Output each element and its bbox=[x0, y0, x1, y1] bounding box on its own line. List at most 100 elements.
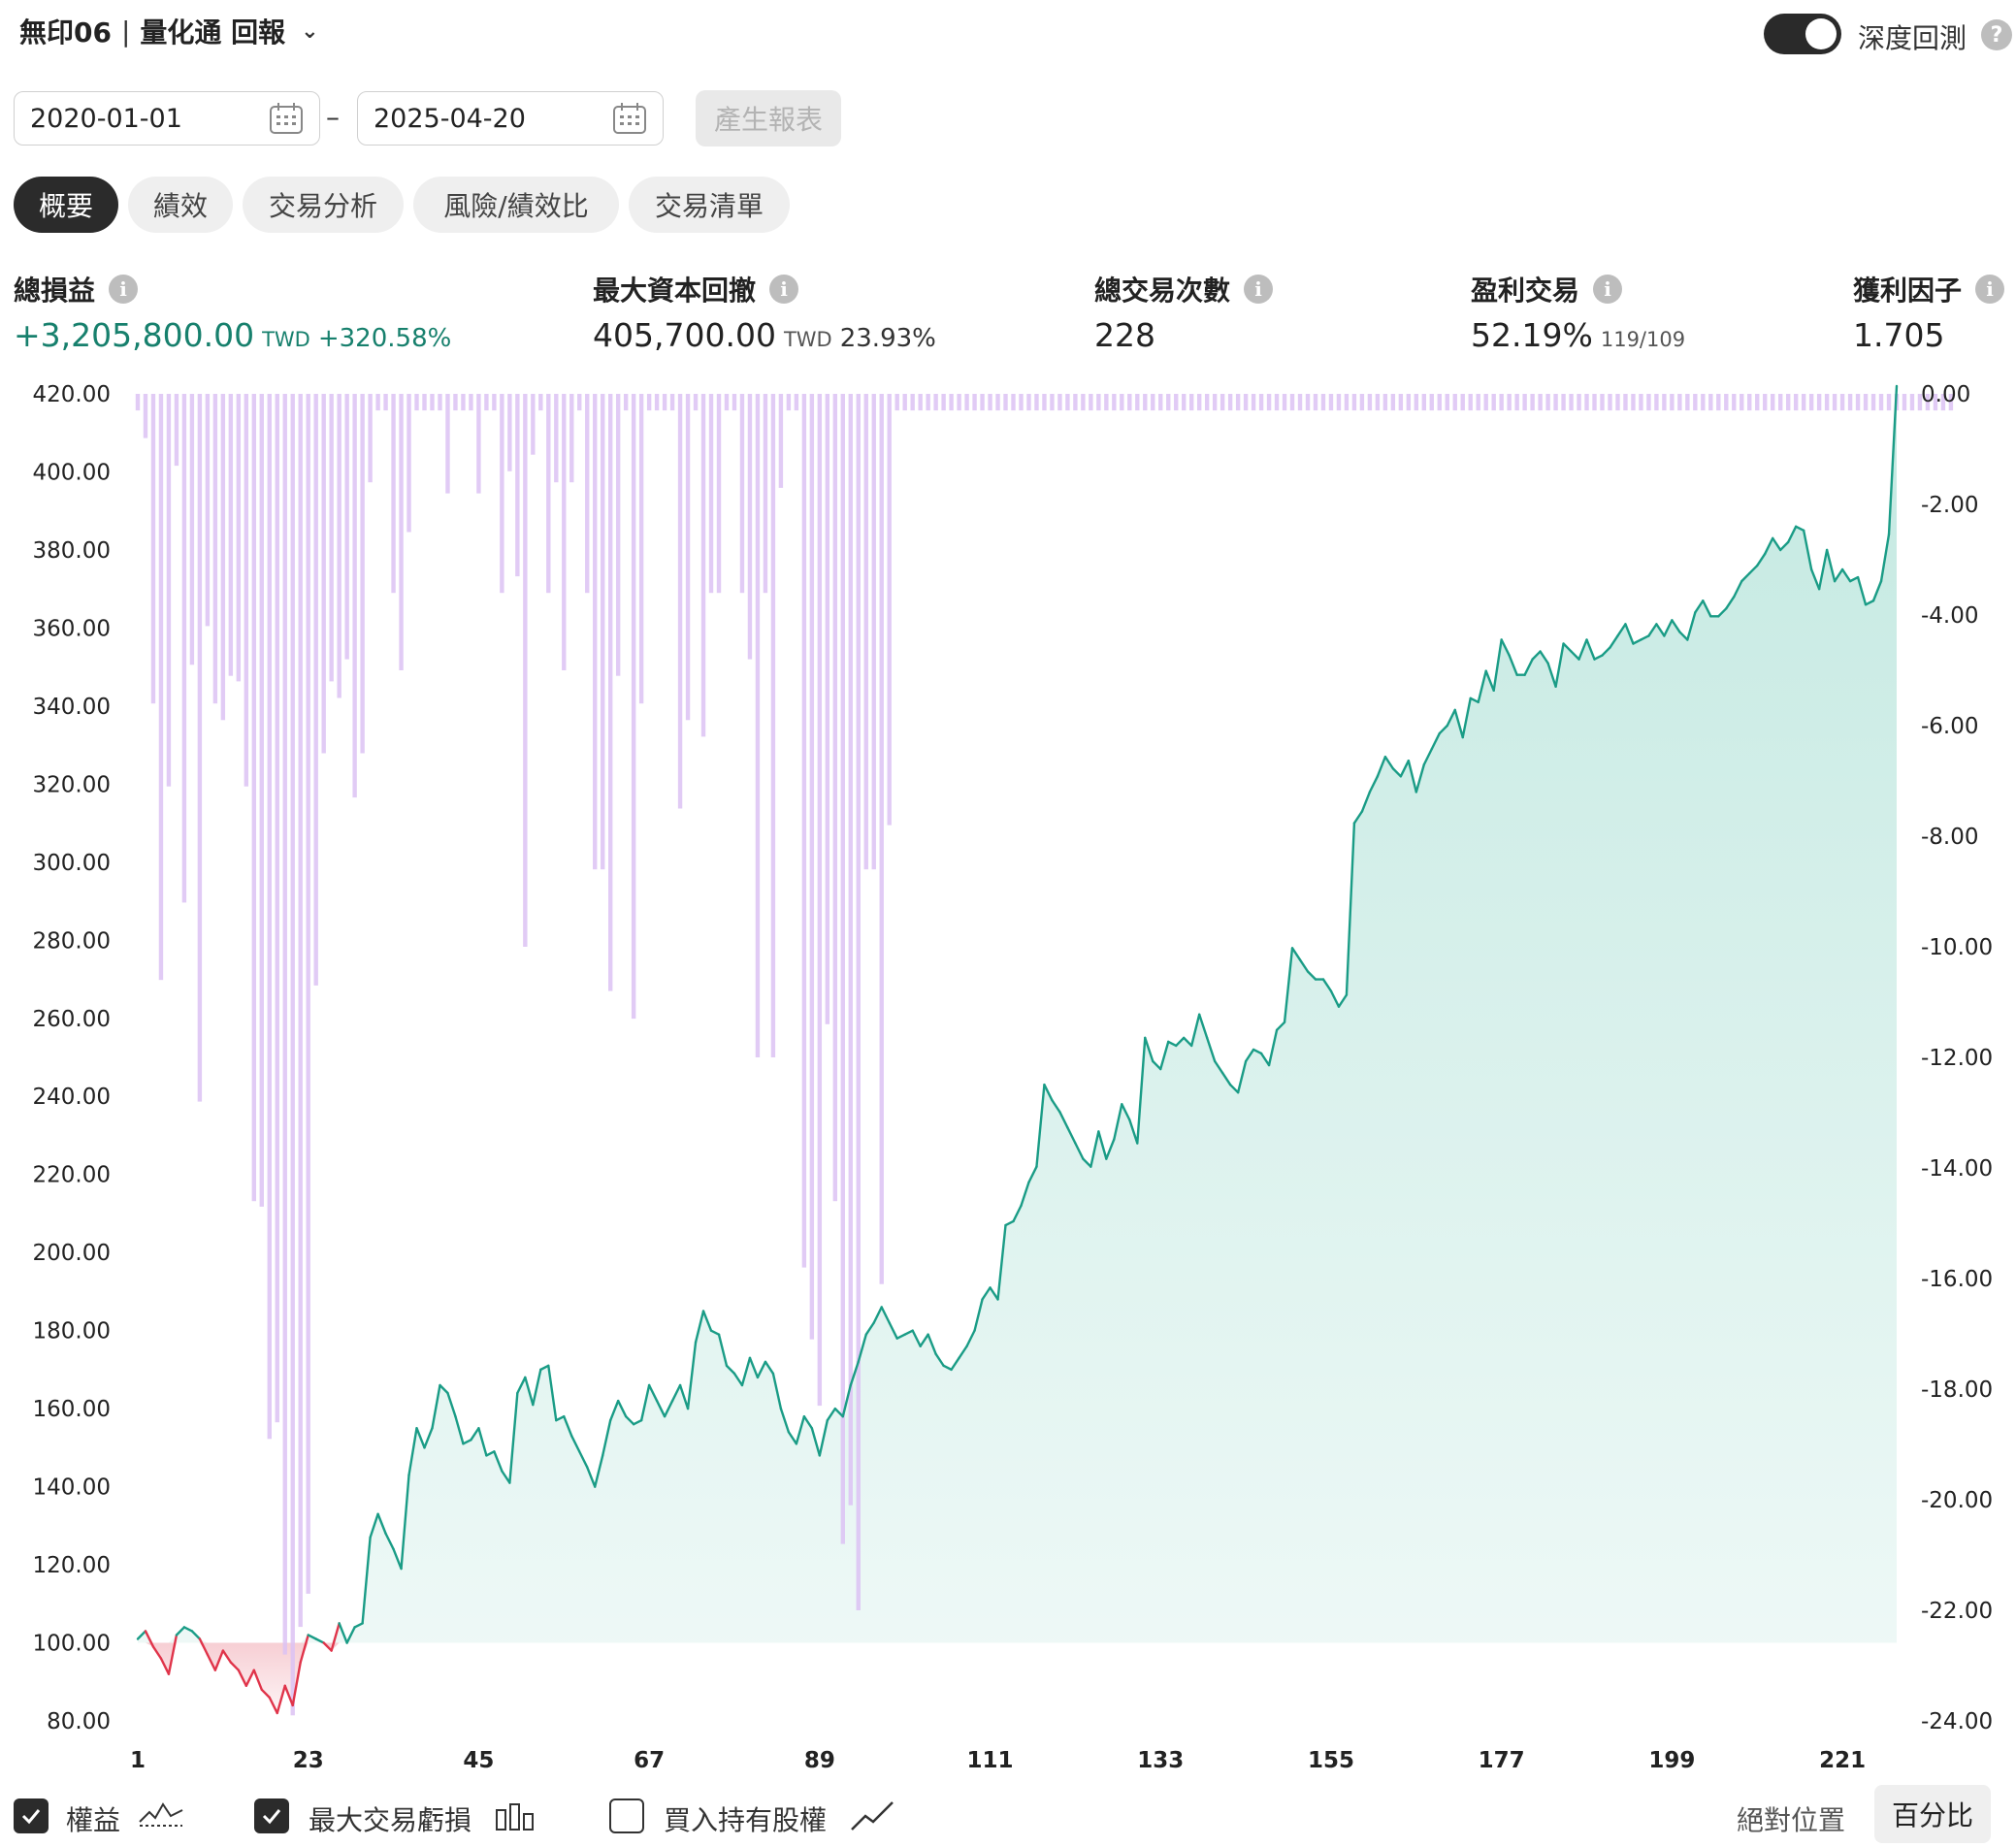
right-axis-tick: -2.00 bbox=[1921, 493, 1979, 518]
drawdown-bar bbox=[957, 394, 960, 410]
end-date-value: 2025-04-20 bbox=[374, 104, 526, 134]
x-axis-tick: 177 bbox=[1479, 1748, 1525, 1773]
drawdown-bar bbox=[1670, 394, 1674, 410]
right-axis-tick: -4.00 bbox=[1921, 603, 1979, 629]
drawdown-bar bbox=[1569, 394, 1573, 410]
drawdown-bar bbox=[1561, 394, 1565, 410]
drawdown-bar bbox=[375, 394, 379, 410]
info-icon[interactable]: i bbox=[769, 275, 798, 304]
drawdown-bar bbox=[740, 394, 744, 593]
drawdown-bar bbox=[756, 394, 760, 1057]
info-icon[interactable]: i bbox=[109, 275, 138, 304]
drawdown-bar bbox=[1104, 394, 1108, 410]
info-icon[interactable]: i bbox=[1593, 275, 1622, 304]
tab-overview[interactable]: 概要 bbox=[14, 177, 118, 233]
absolute-position-button[interactable]: 絕對位置 bbox=[1737, 1799, 1845, 1838]
drawdown-bar bbox=[1259, 394, 1263, 410]
tab-performance[interactable]: 績效 bbox=[128, 177, 233, 233]
drawdown-bar bbox=[717, 394, 721, 593]
left-axis-tick: 280.00 bbox=[33, 928, 111, 954]
drawdown-bar bbox=[515, 394, 519, 576]
left-axis-tick: 360.00 bbox=[33, 616, 111, 641]
drawdown-bar bbox=[329, 394, 333, 681]
drawdown-bar bbox=[1283, 394, 1286, 410]
drawdown-bar bbox=[1879, 394, 1883, 410]
info-icon[interactable]: i bbox=[1244, 275, 1273, 304]
drawdown-bar bbox=[1329, 394, 1333, 410]
drawdown-bar bbox=[1639, 394, 1642, 410]
bar-chart-icon bbox=[493, 1797, 539, 1835]
drawdown-bar bbox=[1368, 394, 1372, 410]
drawdown-bar bbox=[1484, 394, 1488, 410]
percentage-button[interactable]: 百分比 bbox=[1874, 1785, 1991, 1843]
buy-hold-checkbox[interactable] bbox=[609, 1798, 644, 1833]
drawdown-bar bbox=[546, 394, 550, 593]
x-axis-tick: 133 bbox=[1137, 1748, 1184, 1773]
drawdown-bar bbox=[1143, 394, 1147, 410]
deep-backtest-label: 深度回測 bbox=[1858, 17, 1967, 56]
drawdown-bar bbox=[1182, 394, 1186, 410]
drawdown-bar bbox=[445, 394, 449, 494]
equity-checkbox[interactable] bbox=[14, 1798, 49, 1833]
calendar-icon[interactable] bbox=[269, 102, 304, 135]
chevron-down-icon[interactable]: ⌄ bbox=[301, 19, 318, 44]
left-axis-tick: 380.00 bbox=[33, 538, 111, 564]
drawdown-bar bbox=[1127, 394, 1131, 410]
drawdown-bar bbox=[1600, 394, 1604, 410]
drawdown-bar bbox=[276, 394, 279, 1422]
drawdown-bar bbox=[1794, 394, 1798, 410]
start-date-input[interactable]: 2020-01-01 bbox=[14, 91, 320, 146]
drawdown-bar bbox=[1042, 394, 1046, 410]
x-axis-tick: 221 bbox=[1819, 1748, 1866, 1773]
drawdown-bar bbox=[1057, 394, 1061, 410]
start-date-value: 2020-01-01 bbox=[30, 104, 182, 134]
drawdown-bar bbox=[1817, 394, 1821, 410]
drawdown-bar bbox=[1290, 394, 1294, 410]
drawdown-bar bbox=[1786, 394, 1790, 410]
drawdown-bar bbox=[1019, 394, 1023, 410]
drawdown-bar bbox=[1407, 394, 1411, 410]
drawdown-bar bbox=[1422, 394, 1426, 410]
tab-trade-list[interactable]: 交易清單 bbox=[629, 177, 790, 233]
check-icon bbox=[260, 1804, 283, 1828]
strategy-title[interactable]: 無印06 | 量化通 回報 ⌄ bbox=[19, 12, 319, 50]
help-icon[interactable]: ? bbox=[1981, 19, 2012, 50]
left-axis-tick: 200.00 bbox=[33, 1241, 111, 1266]
generate-report-button[interactable]: 產生報表 bbox=[696, 90, 841, 146]
drawdown-bar bbox=[1825, 394, 1829, 410]
x-axis-tick: 155 bbox=[1308, 1748, 1354, 1773]
drawdown-bar bbox=[1592, 394, 1596, 410]
drawdown-bar bbox=[818, 394, 822, 1406]
equity-chart[interactable]: 420.00 400.00 380.00 360.00 340.00 320.00 300.… bbox=[0, 378, 2016, 1775]
deep-backtest-toggle[interactable] bbox=[1764, 14, 1841, 54]
drawdown-bar bbox=[1654, 394, 1658, 410]
drawdown-bar bbox=[918, 394, 922, 410]
max-drawdown-unit: TWD bbox=[784, 328, 832, 351]
left-axis-tick: 180.00 bbox=[33, 1319, 111, 1345]
drawdown-bar bbox=[1120, 394, 1123, 410]
x-axis-tick: 67 bbox=[634, 1748, 665, 1773]
total-trades-amount: 228 bbox=[1094, 316, 1155, 354]
end-date-input[interactable]: 2025-04-20 bbox=[357, 91, 664, 146]
net-profit-unit: TWD bbox=[262, 328, 310, 351]
drawdown-bar bbox=[469, 394, 472, 410]
drawdown-bar bbox=[1477, 394, 1480, 410]
total-trades-value: 228 bbox=[1094, 316, 1155, 354]
drawdown-bar bbox=[307, 394, 310, 1594]
profitable-trades-ratio: 119/109 bbox=[1601, 328, 1685, 351]
drawdown-bar bbox=[198, 394, 202, 1102]
max-trade-loss-checkbox[interactable] bbox=[254, 1798, 289, 1833]
drawdown-bar bbox=[732, 394, 736, 410]
info-icon[interactable]: i bbox=[1975, 275, 2004, 304]
check-icon bbox=[19, 1804, 43, 1828]
drawdown-bar bbox=[1213, 394, 1217, 410]
drawdown-bar bbox=[244, 394, 248, 787]
drawdown-bar bbox=[988, 394, 992, 410]
tab-risk-ratio[interactable]: 風險/績效比 bbox=[413, 177, 619, 233]
drawdown-bar bbox=[748, 394, 752, 660]
tab-trade-analysis[interactable]: 交易分析 bbox=[243, 177, 404, 233]
drawdown-bar bbox=[857, 394, 861, 1610]
title-separator: | bbox=[121, 16, 130, 48]
right-axis-tick: -8.00 bbox=[1921, 825, 1979, 850]
calendar-icon[interactable] bbox=[612, 102, 647, 135]
